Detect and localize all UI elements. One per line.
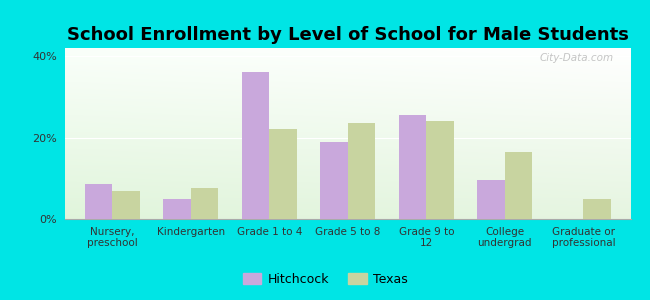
Bar (112, 190, 140, 219)
Bar (84, 184, 112, 219)
Bar (477, 180, 505, 219)
Bar (348, 123, 375, 219)
Bar (426, 121, 454, 219)
Bar (190, 188, 218, 219)
Legend: Hitchcock, Texas: Hitchcock, Texas (237, 268, 413, 291)
Title: School Enrollment by Level of School for Male Students: School Enrollment by Level of School for… (67, 26, 629, 44)
Bar (269, 129, 296, 219)
Bar (163, 199, 190, 219)
Bar (505, 152, 532, 219)
Bar (584, 199, 611, 219)
Text: City-Data.com: City-Data.com (540, 53, 614, 63)
Bar (242, 72, 269, 219)
Bar (320, 142, 348, 219)
Bar (399, 115, 426, 219)
